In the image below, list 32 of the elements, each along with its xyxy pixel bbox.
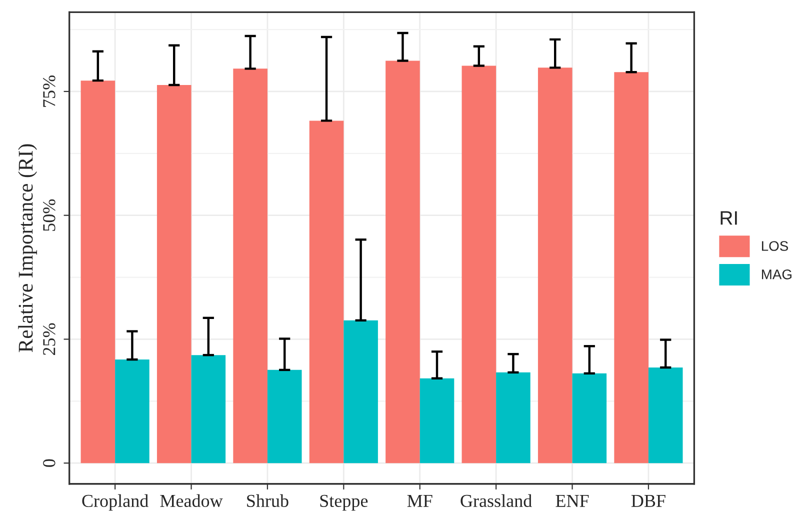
bar — [115, 360, 150, 464]
bar — [648, 367, 683, 464]
bar — [420, 378, 454, 464]
bar — [386, 60, 420, 464]
x-tick-label: ENF — [556, 495, 589, 507]
legend-title: RI — [720, 211, 737, 225]
y-tick-label: 25% — [43, 323, 56, 355]
bar — [572, 373, 607, 464]
legend-label: MAG — [762, 269, 792, 280]
bar — [309, 120, 344, 464]
bar — [233, 68, 268, 464]
bar — [462, 66, 496, 464]
bar — [496, 372, 530, 464]
bar — [191, 355, 226, 464]
bar — [538, 68, 572, 464]
x-tick-label: MF — [407, 495, 432, 507]
y-tick-label: 0 — [43, 459, 56, 467]
x-tick-label: Cropland — [82, 494, 148, 511]
x-tick-label: Shrub — [247, 494, 288, 508]
y-tick-label: 75% — [43, 76, 56, 107]
x-tick-label: DBF — [631, 495, 666, 507]
bar — [80, 80, 116, 464]
bar — [344, 320, 378, 464]
x-tick-label: Grassland — [460, 494, 532, 508]
y-axis-title: Relative Importance (RI) — [18, 144, 37, 352]
x-tick-label: Meadow — [160, 494, 223, 508]
y-tick-label: 50% — [43, 199, 56, 231]
x-tick-label: Steppe — [320, 494, 368, 511]
bar — [267, 370, 302, 464]
legend-label: LOS — [762, 241, 788, 251]
bar — [156, 85, 192, 464]
bar — [614, 72, 648, 464]
